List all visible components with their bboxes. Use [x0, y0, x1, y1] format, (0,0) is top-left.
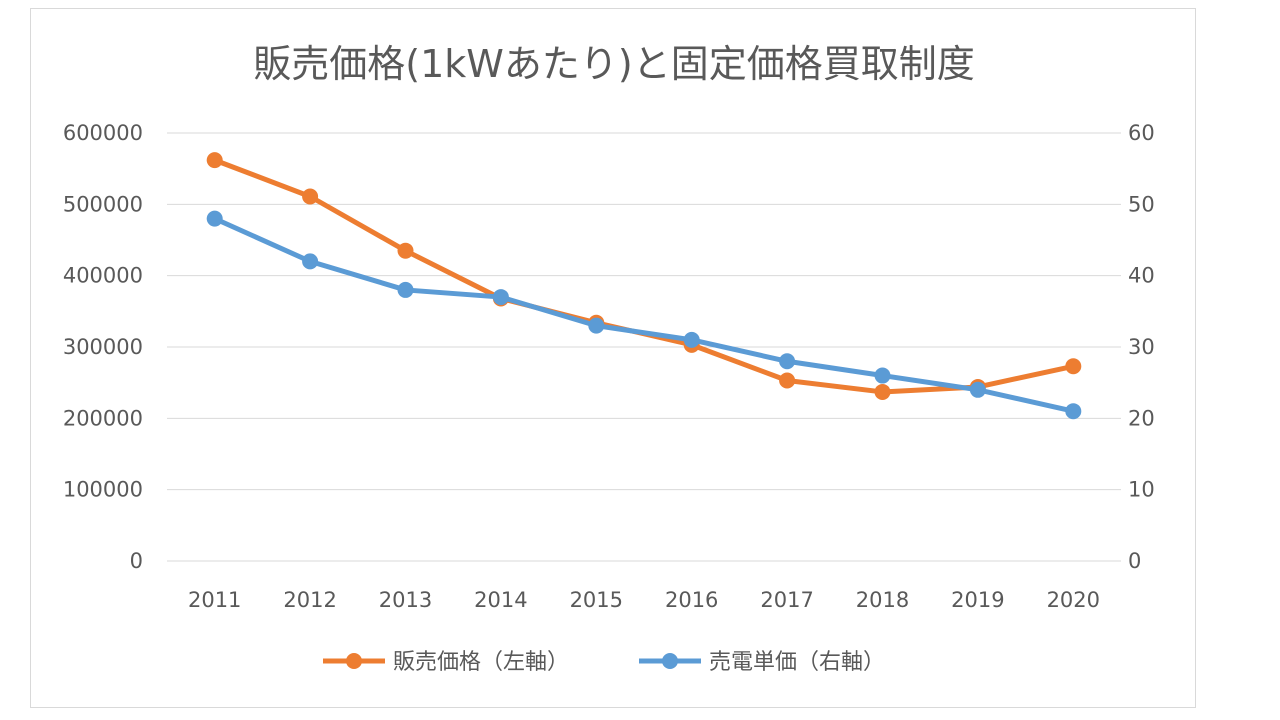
data-point	[779, 353, 796, 370]
legend: 販売価格（左軸） 売電単価（右軸）	[323, 650, 885, 675]
x-tick-label: 2020	[1047, 588, 1100, 612]
series-line	[212, 216, 1076, 414]
data-point	[588, 317, 605, 334]
data-point	[492, 289, 509, 306]
y-right-tick-label: 60	[1128, 121, 1155, 145]
y-left-tick-label: 600000	[63, 121, 143, 145]
x-tick-label: 2016	[665, 588, 718, 612]
x-tick-label: 2011	[188, 588, 241, 612]
legend-item-1: 販売価格（左軸）	[323, 650, 569, 675]
data-point	[302, 253, 319, 270]
y-right-tick-label: 40	[1128, 264, 1155, 288]
y-left-tick-label: 500000	[63, 192, 143, 216]
data-point	[779, 372, 796, 389]
y-left-tick-label: 400000	[63, 264, 143, 288]
legend-label: 販売価格（左軸）	[393, 650, 569, 675]
y-right-tick-label: 50	[1128, 192, 1155, 216]
x-tick-label: 2015	[570, 588, 623, 612]
legend-marker	[662, 653, 678, 669]
legend-label: 売電単価（右軸）	[709, 650, 885, 675]
y-left-tick-label: 100000	[63, 478, 143, 502]
y-left-tick-label: 200000	[63, 406, 143, 430]
chart-frame: 販売価格(1kWあたり)と固定価格買取制度 0 100000 200000 30000…	[30, 8, 1196, 708]
line-chart: 販売価格(1kWあたり)と固定価格買取制度 0 100000 200000 30000…	[63, 42, 1155, 675]
data-point	[206, 152, 223, 169]
data-point	[206, 210, 223, 227]
chart-title: 販売価格(1kWあたり)と固定価格買取制度	[253, 42, 974, 86]
y-left-axis: 0 100000 200000 300000 400000 500000 600000	[63, 121, 143, 573]
series-layer	[206, 152, 1082, 420]
y-right-tick-label: 30	[1128, 335, 1155, 359]
series-2	[206, 210, 1082, 420]
data-point	[1065, 403, 1082, 420]
x-tick-label: 2012	[283, 588, 336, 612]
y-left-tick-label: 0	[130, 549, 143, 573]
y-left-tick-label: 300000	[63, 335, 143, 359]
y-right-axis: 0 10 20 30 40 50 60	[1128, 121, 1155, 573]
x-tick-label: 2014	[474, 588, 527, 612]
data-point	[302, 188, 319, 205]
x-tick-label: 2018	[856, 588, 909, 612]
data-point	[874, 383, 891, 400]
x-tick-label: 2013	[379, 588, 432, 612]
data-point	[397, 281, 414, 298]
x-tick-label: 2019	[951, 588, 1004, 612]
y-right-tick-label: 20	[1128, 406, 1155, 430]
data-point	[969, 381, 986, 398]
legend-item-2: 売電単価（右軸）	[639, 650, 885, 675]
x-tick-label: 2017	[760, 588, 813, 612]
data-point	[683, 331, 700, 348]
data-point	[397, 242, 414, 259]
legend-marker	[346, 653, 362, 669]
y-right-tick-label: 0	[1128, 549, 1141, 573]
y-right-tick-label: 10	[1128, 478, 1155, 502]
x-axis: 2011 2012 2013 2014 2015 2016 2017 2018 2019 2020	[188, 588, 1100, 612]
data-point	[874, 367, 891, 384]
data-point	[1065, 358, 1082, 375]
